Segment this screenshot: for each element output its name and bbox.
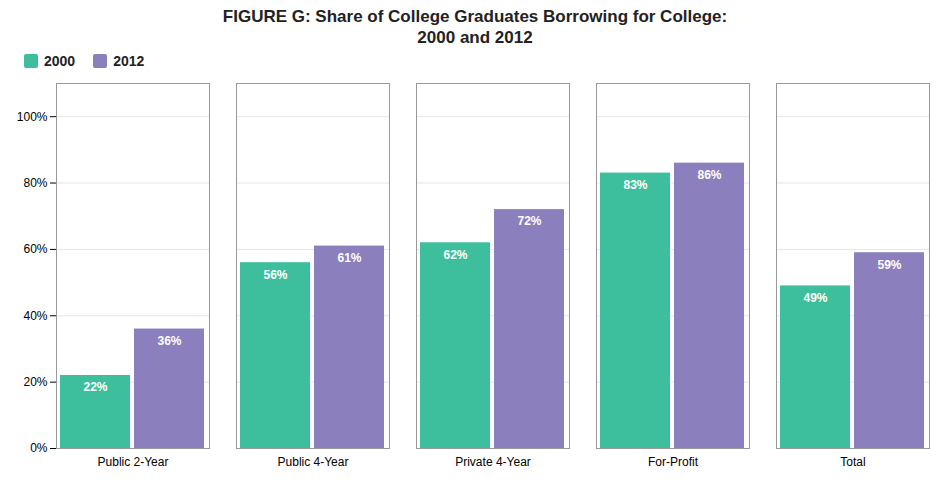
svg-text:86%: 86%: [697, 167, 721, 181]
svg-text:56%: 56%: [263, 267, 287, 281]
html-text:FIGURE G: Share of College Gra: FIGURE G: Share of College Graduates Bor…: [222, 7, 728, 48]
html-text:2012: 2012: [113, 52, 145, 69]
svg-text:Total: Total: [840, 455, 865, 469]
svg-text:100%: 100%: [17, 109, 48, 123]
svg-text:36%: 36%: [157, 333, 181, 347]
svg-text:60%: 60%: [23, 242, 47, 256]
svg-text:Public 4-Year: Public 4-Year: [278, 455, 349, 469]
svg-text:0%: 0%: [30, 441, 48, 455]
svg-text:62%: 62%: [443, 247, 467, 261]
svg-text:Private 4-Year: Private 4-Year: [455, 455, 531, 469]
html-text:2000: 2000: [44, 52, 76, 69]
svg-text:Public 2-Year: Public 2-Year: [98, 455, 169, 469]
svg-text:59%: 59%: [877, 257, 901, 271]
svg-text:20%: 20%: [23, 374, 47, 388]
svg-text:61%: 61%: [337, 250, 361, 264]
svg-text:80%: 80%: [23, 175, 47, 189]
svg-text:For-Profit: For-Profit: [648, 455, 699, 469]
svg-text:83%: 83%: [623, 177, 647, 191]
svg-text:40%: 40%: [23, 308, 47, 322]
svg-text:72%: 72%: [517, 214, 541, 228]
svg-text:22%: 22%: [83, 380, 107, 394]
svg-text:49%: 49%: [803, 290, 827, 304]
